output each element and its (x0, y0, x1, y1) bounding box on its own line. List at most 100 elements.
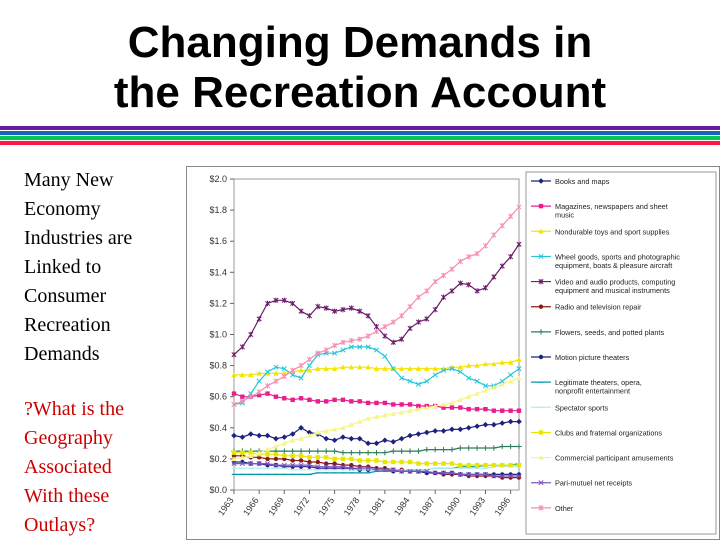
series-0-point (465, 425, 472, 431)
legend-label: Spectator sports (555, 403, 608, 412)
series-0-point (457, 426, 464, 433)
series-1-point (231, 391, 237, 396)
series-13-point (231, 401, 237, 408)
series-2-point (449, 364, 455, 370)
series-10-point (424, 461, 429, 466)
series-6-point (491, 445, 497, 451)
series-12-point (290, 462, 296, 468)
series-1-point (483, 406, 488, 412)
series-1-point (391, 402, 396, 407)
series-0-point (507, 418, 514, 425)
series-6-point (407, 448, 413, 454)
series-12-point (449, 470, 455, 476)
series-11-point (407, 407, 413, 413)
body-paragraph-2: ?What is the Geography Associated With t… (24, 398, 124, 536)
series-12-point (407, 468, 413, 474)
series-2-point (348, 364, 355, 370)
series-2-point (432, 366, 438, 371)
series-13-point (256, 389, 262, 395)
series-3-point (281, 366, 287, 372)
series-0-point (348, 435, 355, 442)
x-tick-label: 1969 (266, 495, 286, 517)
series-4-point (441, 294, 447, 300)
y-tick-label: $1.6 (209, 236, 227, 246)
legend-swatch-marker (538, 278, 544, 285)
series-4-point (424, 316, 430, 322)
series-13-point (516, 204, 522, 210)
series-13-point (491, 232, 497, 238)
series-4-point (474, 288, 480, 294)
series-2-point (340, 364, 346, 370)
series-2-point (491, 361, 497, 367)
series-12-point (415, 468, 421, 474)
series-1-point (474, 406, 480, 412)
series-2-point (415, 366, 422, 371)
series-12-point (499, 473, 505, 479)
y-tick-label: $1.4 (209, 267, 227, 277)
series-10-point (441, 461, 446, 466)
series-13-point (340, 339, 346, 345)
series-1-point (315, 399, 321, 404)
series-2-point (424, 366, 430, 371)
series-10-point (407, 459, 413, 465)
title-line-2: the Recreation Account (113, 68, 607, 117)
legend-swatch-marker (538, 505, 544, 511)
series-5-point (265, 456, 270, 462)
series-6-point (323, 448, 329, 454)
series-10-point (290, 453, 295, 458)
series-4-point (382, 333, 388, 339)
series-2-point (507, 359, 514, 365)
series-3-point (424, 378, 430, 384)
series-2-point (357, 364, 363, 370)
series-0-point (440, 428, 447, 434)
series-2-point (407, 366, 413, 371)
series-11-point (281, 440, 287, 446)
series-1-point (307, 397, 312, 403)
series-1-point (290, 397, 295, 403)
series-12-point (474, 471, 480, 478)
series-6-point (298, 448, 304, 454)
series-12-point (340, 464, 346, 470)
series-3-point (499, 378, 505, 384)
series-11-point (499, 381, 505, 387)
series-1-point (265, 391, 270, 396)
series-4-point (482, 285, 489, 291)
series-3-point (432, 372, 438, 378)
series-4-point (290, 300, 296, 307)
series-10-point (432, 461, 438, 466)
series-13-point (332, 342, 338, 349)
x-tick-label: 1963 (216, 495, 236, 517)
series-10-point (491, 462, 497, 468)
series-10-point (508, 462, 513, 468)
legend-label: Books and maps (555, 177, 610, 186)
series-4-point (256, 316, 262, 322)
y-tick-label: $0.6 (209, 392, 227, 402)
series-13-point (306, 356, 312, 363)
series-12-point (357, 465, 363, 471)
series-3-point (382, 353, 388, 359)
series-10-point (349, 456, 354, 462)
series-0-point (239, 434, 246, 440)
series-3-point (348, 344, 354, 350)
x-tick-label: 1990 (442, 495, 462, 517)
series-11-point (449, 400, 455, 406)
series-2-point (273, 370, 279, 376)
series-1-point (256, 392, 262, 398)
legend-swatch-marker (538, 178, 544, 184)
series-0-point (323, 435, 330, 442)
series-1-point (500, 408, 505, 413)
series-10-point (466, 462, 471, 468)
series-3-point (399, 375, 405, 381)
series-0-point (474, 423, 480, 430)
series-4-point (365, 313, 371, 319)
series-6-point (331, 448, 338, 454)
series-3-point (357, 344, 363, 350)
legend-swatch-marker (538, 203, 544, 209)
y-tick-label: $0.0 (209, 485, 227, 495)
series-12-point (231, 461, 237, 467)
series-13-point (432, 278, 438, 285)
x-tick-label: 1996 (493, 495, 513, 517)
series-2-point (382, 366, 388, 371)
series-13-point (390, 319, 396, 325)
legend-label: Wheel goods, sports and photographic equi… (555, 252, 680, 270)
